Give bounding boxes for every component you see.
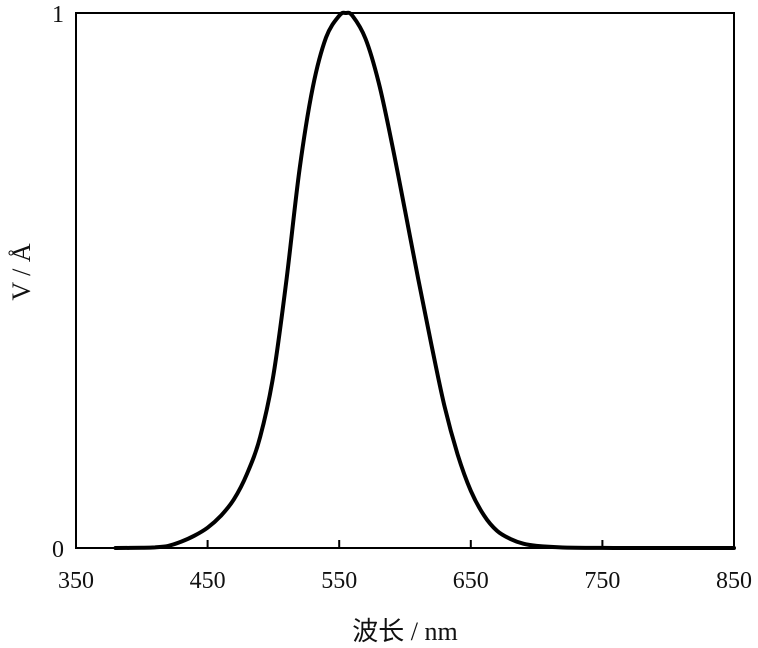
series-line xyxy=(113,10,736,551)
x-tick-label: 850 xyxy=(716,568,752,594)
y-tick-label-top: 1 xyxy=(52,2,64,28)
x-axis-tick-labels: 350 450 550 650 750 850 xyxy=(58,568,752,594)
x-axis-title: 波长 / nm xyxy=(352,617,457,646)
x-tick-label: 550 xyxy=(321,568,357,594)
x-tick-label: 750 xyxy=(584,568,620,594)
x-tick-label: 350 xyxy=(58,568,94,594)
y-axis-title: V / Å xyxy=(7,243,36,301)
plot-frame xyxy=(75,12,735,549)
y-tick-label-bottom: 0 xyxy=(52,537,64,563)
x-tick-label: 450 xyxy=(190,568,226,594)
x-tick-label: 650 xyxy=(453,568,489,594)
